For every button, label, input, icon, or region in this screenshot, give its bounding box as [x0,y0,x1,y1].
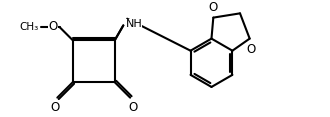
Text: CH₃: CH₃ [19,22,39,32]
Text: O: O [247,43,256,56]
Text: O: O [49,20,58,33]
Text: O: O [209,1,218,14]
Text: NH: NH [125,19,142,29]
Text: O: O [128,101,137,114]
Text: O: O [50,101,59,114]
